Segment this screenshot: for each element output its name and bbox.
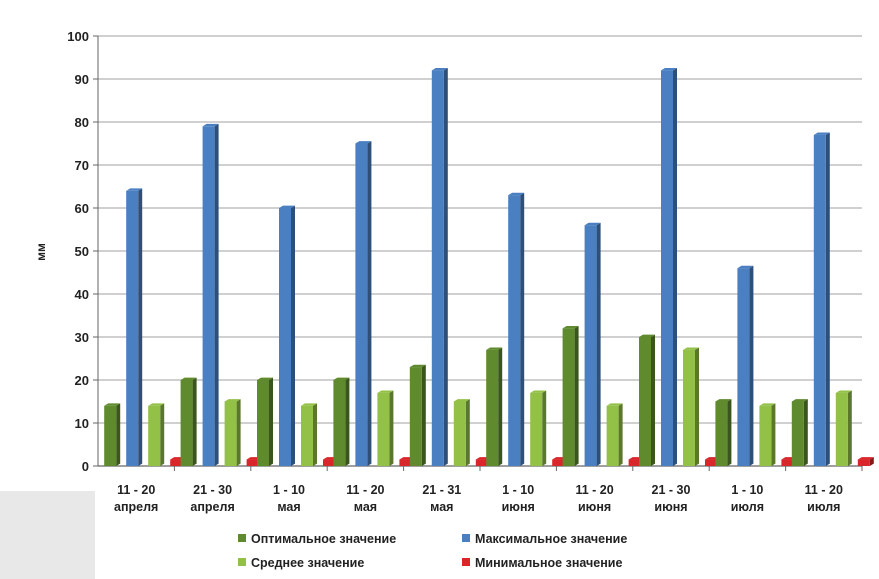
x-category-label: июля [807,500,840,514]
x-category-label: апреля [190,500,234,514]
legend-item: Минимальное значение [462,556,622,570]
y-tick-label: 90 [75,72,89,87]
bar [584,222,601,466]
bar [301,403,317,466]
bar [562,326,579,466]
gridlines [98,35,862,424]
bar [737,265,754,466]
x-category-label: 21 - 30 [193,483,232,497]
x-category-label: мая [430,500,453,514]
x-category-label: 11 - 20 [117,483,155,497]
bar [530,390,547,466]
bar [453,399,470,466]
x-category-labels: 11 - 20 апреля 21 - 30 апреля 1 - 10 мая 11 - … [114,483,843,514]
bar [791,399,808,466]
legend-swatch [462,534,470,542]
bar [355,141,372,466]
bar [104,403,121,466]
x-category-label: июня [578,500,611,514]
y-axis-label: мм [34,243,48,261]
bar [683,347,699,466]
y-tick-label: 60 [75,201,89,216]
bar [126,188,143,467]
bar [606,403,623,466]
x-category-label: 1 - 10 [731,483,763,497]
bar [835,390,852,466]
x-category-label: апреля [114,500,158,514]
bar [180,377,197,466]
bar [759,403,776,466]
bars [104,68,874,467]
bar [508,192,525,466]
y-tick-label: 50 [75,244,89,259]
legend-label: Максимальное значение [475,532,627,546]
x-category-label: мая [277,500,300,514]
y-tick-label: 40 [75,287,89,302]
bar [224,399,241,466]
x-category-label: 11 - 20 [805,483,843,497]
y-tick-label: 70 [75,158,89,173]
y-tick-label: 20 [75,373,89,388]
bar [639,334,655,466]
legend-swatch [462,558,470,566]
bar [257,377,273,466]
y-tick-label: 10 [75,416,89,431]
x-category-label: 21 - 31 [422,483,461,497]
bar [857,457,874,466]
bar [813,132,830,466]
bar [279,205,295,466]
legend-swatch [238,534,246,542]
bar [661,68,677,467]
y-tick-labels: 0 10 20 30 40 50 60 70 80 90 100 [67,29,89,474]
bar [333,377,350,466]
legend-item: Максимальное значение [462,532,627,546]
legend-item: Оптимальное значение [238,532,396,546]
x-category-label: 1 - 10 [273,483,305,497]
x-category-label: июня [502,500,535,514]
legend-label: Оптимальное значение [251,532,396,546]
bar [715,399,732,466]
y-tick-label: 80 [75,115,89,130]
bar [409,364,426,466]
y-tick-label: 100 [67,29,89,44]
y-tick-label: 0 [82,459,89,474]
bar [431,68,448,467]
legend-item: Среднее значение [238,556,364,570]
legend-label: Минимальное значение [475,556,622,570]
y-tick-label: 30 [75,330,89,345]
x-category-label: 11 - 20 [575,483,613,497]
x-category-label: 11 - 20 [346,483,384,497]
bar [202,123,219,467]
legend-swatch [238,558,246,566]
x-category-label: 21 - 30 [652,483,691,497]
legend: Оптимальное значение Максимальное значени… [238,532,627,570]
bar [148,403,165,466]
x-category-label: июля [731,500,764,514]
bar [486,347,503,466]
legend-label: Среднее значение [251,556,364,570]
x-category-label: 1 - 10 [502,483,534,497]
x-category-label: мая [354,500,377,514]
background-gray-block [0,491,95,579]
bar [377,390,394,466]
x-category-label: июня [654,500,687,514]
